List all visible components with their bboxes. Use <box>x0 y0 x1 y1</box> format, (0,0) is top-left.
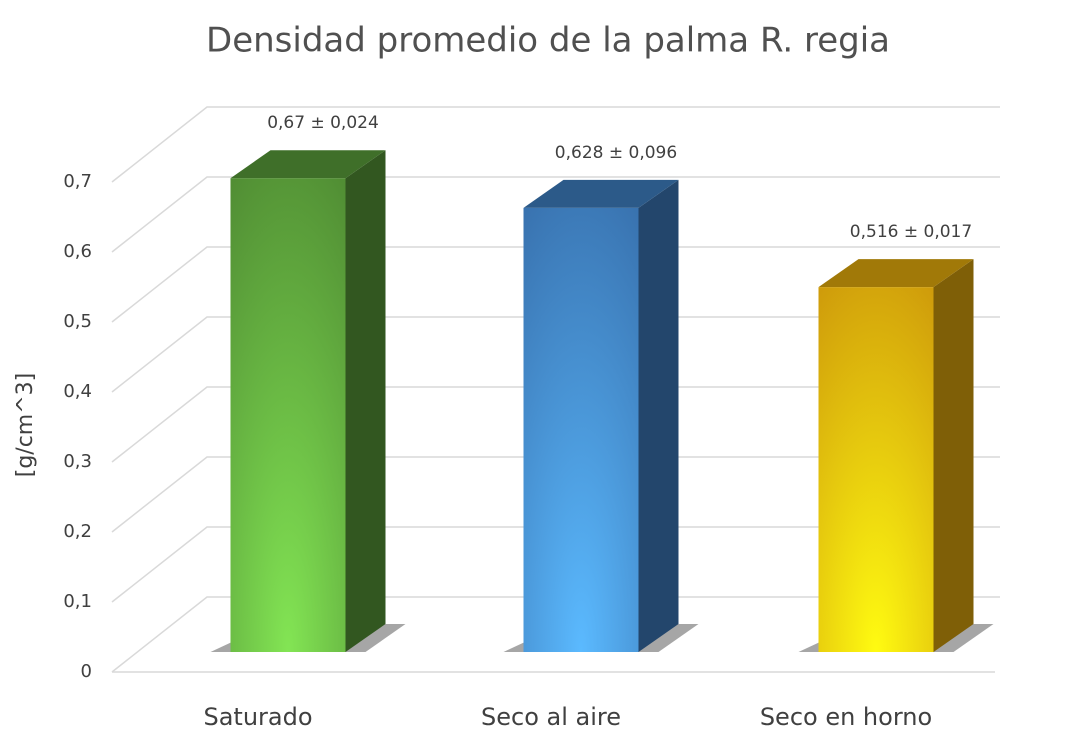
data-label: 0,67 ± 0,024 <box>267 113 379 133</box>
x-tick-label: Seco al aire <box>481 703 621 730</box>
grid-line <box>111 246 1000 323</box>
grid-line <box>111 526 1000 603</box>
chart-title: Densidad promedio de la palma R. regia <box>206 21 890 61</box>
grid-line <box>111 106 1000 183</box>
bar <box>818 287 934 652</box>
data-label: 0,628 ± 0,096 <box>555 143 677 163</box>
bar <box>230 178 346 652</box>
bar-top <box>230 150 386 179</box>
y-tick-label: 0,4 <box>63 381 92 402</box>
grid-line <box>111 386 1000 463</box>
y-tick-label: 0 <box>81 661 92 682</box>
bar-side <box>638 179 679 652</box>
grid-line <box>111 456 1000 533</box>
y-tick-label: 0,5 <box>63 311 92 332</box>
y-tick-label: 0,3 <box>63 451 92 472</box>
x-tick-label: Saturado <box>203 703 312 730</box>
bar-side <box>933 259 974 652</box>
y-tick-label: 0,1 <box>63 591 92 612</box>
bar-top <box>818 259 974 288</box>
grid-line <box>111 596 1000 673</box>
y-axis-label: [g/cm^3] <box>13 373 38 478</box>
data-label: 0,516 ± 0,017 <box>850 222 972 242</box>
bar-side <box>345 150 386 652</box>
bar <box>523 207 639 652</box>
grid-line <box>111 316 1000 393</box>
y-tick-label: 0,2 <box>63 521 92 542</box>
y-tick-label: 0,7 <box>63 171 92 192</box>
bar-top <box>523 179 679 208</box>
y-tick-label: 0,6 <box>63 241 92 262</box>
x-tick-label: Seco en horno <box>760 703 932 730</box>
grid-line <box>111 176 1000 253</box>
